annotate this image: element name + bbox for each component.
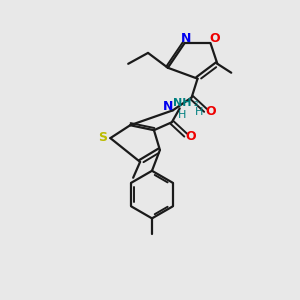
Text: ₂: ₂ [193, 98, 198, 108]
Text: N: N [163, 100, 173, 113]
Text: O: O [205, 105, 216, 118]
Text: O: O [209, 32, 220, 44]
Text: S: S [98, 130, 107, 144]
Text: H: H [195, 107, 204, 117]
Text: NH: NH [173, 98, 192, 108]
Text: O: O [185, 130, 196, 142]
Text: H: H [178, 110, 186, 120]
Text: N: N [181, 32, 191, 44]
